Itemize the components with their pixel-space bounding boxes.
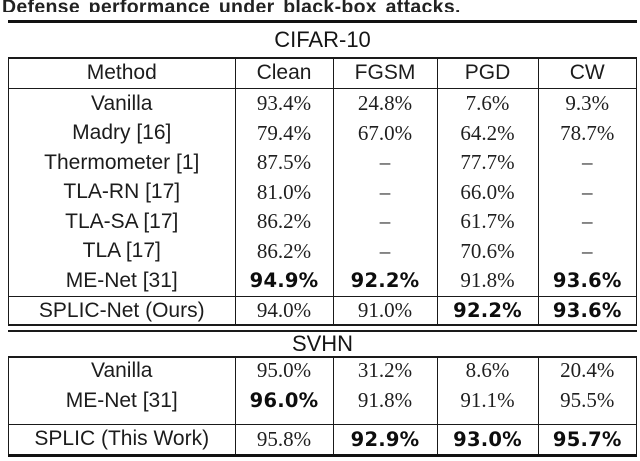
value-cell-cw: 20.4%: [537, 357, 637, 391]
value-cell-clean: 81.0%: [234, 177, 333, 207]
header-cell-method: Method: [86, 61, 157, 84]
header-cell-clean: Clean: [234, 58, 333, 88]
value-cell-fgsm: 24.8%: [332, 89, 437, 119]
value-cell-clean: 93.4%: [234, 89, 333, 119]
value-cell-clean: 79.4%: [234, 118, 333, 148]
value-cell-cw: 95.7%: [537, 425, 637, 454]
value-cell-clean: 95.0%: [234, 357, 333, 391]
method-cell: SPLIC-Net (Ours): [38, 298, 205, 322]
method-cell: ME-Net [31]: [65, 268, 178, 292]
method-cell: TLA [17]: [82, 239, 161, 263]
method-cell: Vanilla: [91, 91, 153, 115]
rule: [8, 356, 637, 358]
value-cell-pgd: 61.7%: [436, 207, 538, 237]
value-cell-clean: 94.9%: [234, 266, 333, 296]
value-cell-cw: 93.6%: [537, 266, 637, 296]
value-cell-fgsm: 91.0%: [332, 297, 437, 324]
section-title-cifar10: CIFAR-10: [274, 27, 371, 52]
value-cell-pgd: 7.6%: [436, 89, 538, 119]
method-cell: Madry [16]: [72, 121, 172, 145]
value-cell-clean: 96.0%: [234, 389, 333, 424]
row-cifar-me-net: ME-Net [31] 94.9% 92.2% 91.8% 93.6%: [8, 266, 637, 296]
value-cell-pgd: 93.0%: [436, 425, 538, 454]
value-cell-pgd: 77.7%: [436, 148, 538, 178]
header-cell-cw: CW: [537, 58, 637, 88]
rule: [8, 295, 637, 297]
double-rule-bottom: [8, 330, 637, 332]
value-cell-pgd: 70.6%: [436, 236, 538, 266]
value-cell-fgsm: –: [332, 148, 437, 178]
row-cifar-tla-sa: TLA-SA [17] 86.2% – 61.7% –: [8, 207, 637, 237]
method-cell: SPLIC (This Work): [34, 427, 210, 451]
row-svhn-me-net: ME-Net [31] 96.0% 91.8% 91.1% 95.5%: [8, 388, 637, 424]
value-cell-fgsm: –: [332, 177, 437, 207]
value-cell-fgsm: 67.0%: [332, 118, 437, 148]
value-cell-cw: –: [537, 207, 637, 237]
row-cifar-madry: Madry [16] 79.4% 67.0% 64.2% 78.7%: [8, 118, 637, 148]
value-cell-pgd: 8.6%: [436, 357, 538, 391]
header-cell-pgd: PGD: [436, 58, 538, 88]
value-cell-cw: 95.5%: [537, 388, 637, 424]
value-cell-pgd: 92.2%: [436, 297, 538, 324]
table-header-row: Method Clean FGSM PGD CW: [8, 58, 637, 88]
row-svhn-splic-this-work: SPLIC (This Work) 95.8% 92.9% 93.0% 95.7…: [8, 425, 637, 454]
top-rule: [8, 20, 637, 23]
header-cell-fgsm: FGSM: [332, 58, 437, 88]
value-cell-clean: 86.2%: [234, 207, 333, 237]
method-cell: TLA-SA [17]: [65, 209, 179, 233]
value-cell-cw: 93.6%: [537, 297, 637, 324]
value-cell-clean: 94.0%: [234, 297, 333, 324]
value-cell-fgsm: 31.2%: [332, 357, 437, 391]
row-cifar-thermometer: Thermometer [1] 87.5% – 77.7% –: [8, 148, 637, 178]
row-svhn-vanilla: Vanilla 95.0% 31.2% 8.6% 20.4%: [8, 357, 637, 391]
row-cifar-tla: TLA [17] 86.2% – 70.6% –: [8, 236, 637, 266]
value-cell-clean: 87.5%: [234, 148, 333, 178]
value-cell-fgsm: 92.9%: [332, 425, 437, 454]
rule: [8, 57, 637, 59]
row-cifar-tla-rn: TLA-RN [17] 81.0% – 66.0% –: [8, 177, 637, 207]
double-rule-gap: [8, 325, 637, 330]
method-cell: TLA-RN [17]: [63, 180, 181, 204]
rule: [8, 87, 637, 89]
table-caption: Defense performance under black-box atta…: [2, 0, 522, 12]
method-cell: ME-Net [31]: [65, 388, 178, 412]
value-cell-clean: 86.2%: [234, 236, 333, 266]
results-table: CIFAR-10 Method Clean FGSM PGD CW Vanill…: [8, 20, 637, 457]
value-cell-fgsm: –: [332, 207, 437, 237]
double-rule-top: [8, 324, 637, 326]
method-cell: Vanilla: [91, 358, 153, 382]
value-cell-pgd: 91.8%: [436, 266, 538, 296]
value-cell-cw: –: [537, 236, 637, 266]
table-caption-text: Defense performance under black-box atta…: [2, 0, 461, 12]
value-cell-cw: 9.3%: [537, 89, 637, 119]
value-cell-fgsm: 92.2%: [332, 266, 437, 296]
rule: [8, 423, 637, 425]
value-cell-pgd: 64.2%: [436, 118, 538, 148]
section-title-svhn: SVHN: [291, 330, 354, 356]
value-cell-fgsm: –: [332, 236, 437, 266]
value-cell-cw: –: [537, 148, 637, 178]
value-cell-fgsm: 91.8%: [332, 388, 437, 424]
method-cell: Thermometer [1]: [44, 150, 200, 174]
bottom-rule: [8, 453, 637, 457]
value-cell-cw: –: [537, 177, 637, 207]
value-cell-pgd: 91.1%: [436, 388, 538, 424]
value-cell-pgd: 66.0%: [436, 177, 538, 207]
value-cell-clean: 95.8%: [234, 425, 333, 454]
value-cell-cw: 78.7%: [537, 118, 637, 148]
row-cifar-vanilla: Vanilla 93.4% 24.8% 7.6% 9.3%: [8, 89, 637, 119]
row-cifar-splic-net-ours: SPLIC-Net (Ours) 94.0% 91.0% 92.2% 93.6%: [8, 297, 637, 324]
